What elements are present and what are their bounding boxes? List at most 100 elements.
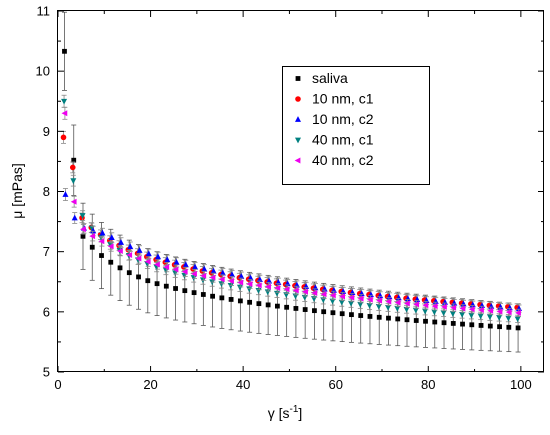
data-point-triangle-left — [431, 303, 438, 310]
data-point-square — [136, 274, 141, 280]
data-point-triangle-down — [505, 315, 512, 322]
data-point-triangle-left — [413, 301, 420, 308]
legend-item: 10 nm, c2 — [295, 111, 374, 127]
data-point-square — [432, 319, 438, 325]
data-point-circle — [60, 134, 67, 141]
legend-item: 40 nm, c1 — [295, 132, 374, 148]
y-axis: 5 6 7 8 9 10 11 — [36, 4, 544, 380]
data-point-triangle-left — [302, 288, 308, 295]
data-point-triangle-down — [236, 284, 243, 291]
data-point-triangle-down — [70, 178, 77, 185]
data-point-square — [71, 157, 77, 163]
data-point-square — [237, 298, 243, 304]
y-tick-label: 7 — [43, 244, 50, 259]
x-tick-label: 40 — [236, 377, 250, 392]
data-point-triangle-up — [256, 276, 263, 283]
data-point-square — [441, 320, 447, 326]
data-point-square — [191, 290, 197, 296]
data-point-triangle-down — [496, 315, 503, 321]
chart-marks — [60, 11, 523, 353]
data-point-triangle-up — [71, 214, 78, 221]
y-tick-label: 6 — [43, 304, 50, 319]
data-point-triangle-up — [229, 271, 236, 278]
legend-item: saliva — [295, 70, 348, 86]
y-axis-label: μ [mPas] — [9, 163, 25, 219]
data-point-circle — [295, 96, 301, 102]
data-point-triangle-down — [338, 299, 345, 306]
data-point-triangle-left — [255, 282, 262, 289]
data-point-square — [173, 286, 178, 291]
data-point-square — [62, 48, 67, 54]
data-point-triangle-down — [449, 311, 456, 317]
data-point-triangle-left — [348, 294, 355, 301]
data-point-triangle-left — [61, 110, 68, 117]
data-point-triangle-left — [311, 290, 318, 297]
data-point-square — [247, 299, 253, 305]
data-point-square — [219, 295, 225, 301]
data-point-triangle-left — [394, 299, 401, 306]
data-point-triangle-left — [329, 292, 336, 299]
data-point-triangle-left — [505, 309, 512, 316]
x-axis: 0 20 40 60 80 100 — [54, 11, 532, 392]
data-point-square — [210, 293, 215, 299]
data-point-triangle-left — [468, 306, 475, 313]
data-point-triangle-down — [172, 270, 179, 277]
data-point-triangle-up — [238, 273, 245, 279]
data-point-triangle-left — [107, 243, 114, 250]
data-point-square — [295, 76, 301, 81]
data-point-triangle-left — [117, 248, 123, 255]
data-point-triangle-down — [403, 306, 410, 313]
data-point-triangle-left — [135, 255, 142, 262]
data-point-square — [265, 302, 271, 308]
data-point-square — [358, 313, 364, 318]
legend-label: 40 nm, c1 — [312, 132, 374, 148]
data-point-square — [154, 281, 160, 287]
data-point-triangle-down — [477, 313, 484, 320]
data-point-triangle-left — [80, 226, 86, 233]
legend-label: 10 nm, c1 — [312, 91, 374, 107]
data-point-square — [293, 306, 299, 311]
data-point-triangle-down — [295, 137, 301, 144]
data-point-triangle-up — [173, 258, 180, 265]
data-point-triangle-left — [228, 277, 234, 284]
data-point-triangle-up — [136, 247, 143, 253]
data-point-square — [367, 314, 373, 319]
legend-item: 10 nm, c1 — [295, 91, 374, 107]
data-point-triangle-left — [283, 286, 290, 293]
x-tick-label: 20 — [143, 377, 157, 392]
data-point-triangle-left — [320, 291, 327, 298]
data-point-triangle-left — [191, 270, 197, 277]
data-point-triangle-left — [237, 279, 244, 286]
data-point-triangle-up — [62, 191, 69, 197]
data-point-triangle-left — [459, 305, 466, 312]
legend-item: 40 nm, c2 — [294, 152, 374, 168]
data-point-triangle-down — [181, 272, 188, 279]
data-point-square — [228, 297, 234, 302]
data-point-triangle-up — [99, 229, 106, 236]
legend: saliva 10 nm, c1 10 nm, c2 40 nm, c1 40 nm, … — [282, 66, 430, 185]
data-point-triangle-left — [339, 293, 346, 300]
x-tick-label: 80 — [421, 377, 435, 392]
data-point-triangle-left — [218, 276, 225, 283]
data-point-square — [515, 325, 521, 331]
data-point-triangle-left — [385, 298, 392, 305]
data-point-triangle-left — [265, 283, 271, 290]
data-point-square — [108, 259, 114, 265]
data-point-square — [126, 270, 132, 276]
y-tick-label: 10 — [36, 64, 50, 79]
data-point-triangle-down — [357, 301, 364, 308]
data-point-triangle-down — [422, 308, 429, 315]
data-point-triangle-down — [514, 316, 521, 323]
data-point-triangle-down — [394, 305, 401, 312]
data-point-triangle-up — [182, 261, 189, 268]
y-tick-label: 8 — [43, 184, 50, 199]
data-point-square — [386, 315, 391, 321]
data-point-square — [145, 278, 151, 284]
data-point-triangle-down — [348, 300, 355, 307]
data-point-square — [284, 304, 290, 310]
data-point-triangle-left — [200, 272, 207, 279]
data-point-triangle-up — [117, 239, 124, 245]
data-point-triangle-left — [404, 300, 410, 307]
data-point-square — [200, 292, 206, 297]
